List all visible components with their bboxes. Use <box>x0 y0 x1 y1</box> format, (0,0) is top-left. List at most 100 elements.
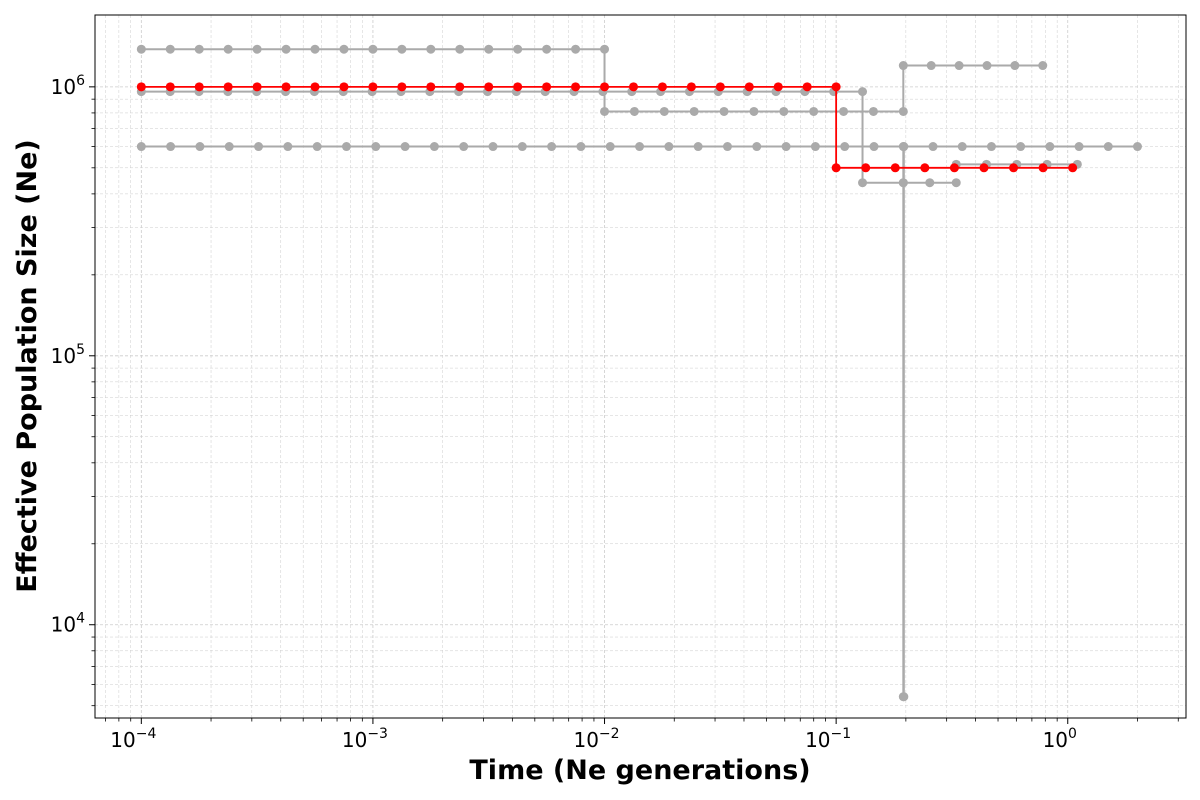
data-point <box>831 82 841 92</box>
data-point <box>657 82 667 92</box>
data-point <box>869 142 879 152</box>
data-point <box>312 142 322 152</box>
data-point <box>749 106 759 116</box>
background-series <box>136 44 1048 116</box>
background-series <box>136 142 1142 702</box>
data-point <box>898 61 908 71</box>
data-point <box>310 82 320 92</box>
data-point <box>165 82 175 92</box>
data-point <box>600 106 610 116</box>
data-point <box>809 106 819 116</box>
data-point <box>339 82 349 92</box>
data-point <box>281 44 291 54</box>
data-point <box>488 142 498 152</box>
data-point <box>839 106 849 116</box>
data-point <box>571 44 581 54</box>
data-point <box>982 61 992 71</box>
data-point <box>1132 142 1142 152</box>
data-point <box>664 142 674 152</box>
data-point <box>547 142 557 152</box>
data-point <box>426 44 436 54</box>
data-point <box>195 142 205 152</box>
data-point <box>281 82 291 92</box>
data-point <box>979 163 989 173</box>
data-point <box>513 82 523 92</box>
data-point <box>571 82 581 92</box>
data-point <box>868 106 878 116</box>
data-point <box>252 82 262 92</box>
data-point <box>165 44 175 54</box>
data-point <box>689 106 699 116</box>
data-point <box>459 142 469 152</box>
data-point <box>310 44 320 54</box>
data-point <box>781 142 791 152</box>
data-point <box>744 82 754 92</box>
data-point <box>659 106 669 116</box>
data-point <box>898 106 908 116</box>
data-point <box>1038 61 1048 71</box>
data-point <box>810 142 820 152</box>
data-point <box>517 142 527 152</box>
data-point <box>600 44 610 54</box>
data-point <box>341 142 351 152</box>
data-point <box>858 178 868 188</box>
data-point <box>926 61 936 71</box>
data-point <box>1009 163 1019 173</box>
data-point <box>957 142 967 152</box>
x-tick-label: 10−2 <box>573 726 619 752</box>
data-point <box>928 142 938 152</box>
data-point <box>600 82 610 92</box>
data-point <box>542 44 552 54</box>
data-point <box>629 106 639 116</box>
data-point <box>954 61 964 71</box>
x-axis-title: Time (Ne generations) <box>469 755 810 786</box>
data-point <box>1038 163 1048 173</box>
data-point <box>949 163 959 173</box>
data-point <box>605 142 615 152</box>
data-point <box>779 106 789 116</box>
data-point <box>136 82 146 92</box>
data-point <box>223 82 233 92</box>
plot-frame <box>94 14 1187 719</box>
data-point <box>899 692 909 702</box>
highlight-series <box>136 82 1078 173</box>
data-point <box>831 163 841 173</box>
series-layer <box>136 44 1142 702</box>
data-point <box>861 163 871 173</box>
data-point <box>890 163 900 173</box>
data-point <box>136 142 146 152</box>
data-point <box>840 142 850 152</box>
data-point <box>368 82 378 92</box>
data-point <box>224 142 234 152</box>
data-point <box>773 82 783 92</box>
data-point <box>1074 142 1084 152</box>
data-point <box>426 82 436 92</box>
data-point <box>283 142 293 152</box>
data-point <box>397 82 407 92</box>
data-point <box>397 44 407 54</box>
data-point <box>1010 61 1020 71</box>
data-point <box>254 142 264 152</box>
data-point <box>686 82 696 92</box>
grid <box>95 15 1186 718</box>
data-point <box>719 106 729 116</box>
data-point <box>802 82 812 92</box>
data-point <box>136 44 146 54</box>
data-point <box>722 142 732 152</box>
data-point <box>693 142 703 152</box>
background-series <box>951 159 1082 169</box>
data-point <box>455 44 465 54</box>
data-point <box>223 44 233 54</box>
data-point <box>635 142 645 152</box>
data-point <box>194 44 204 54</box>
data-point <box>252 44 262 54</box>
data-point <box>1045 142 1055 152</box>
data-point <box>986 142 996 152</box>
data-point <box>752 142 762 152</box>
data-point <box>920 163 930 173</box>
data-point <box>925 178 935 188</box>
data-point <box>576 142 586 152</box>
data-point <box>858 87 868 97</box>
